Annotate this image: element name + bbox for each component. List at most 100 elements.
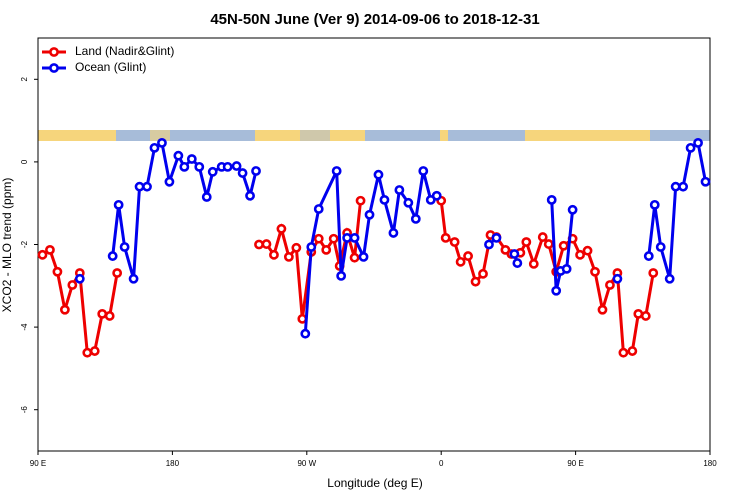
x-tick-label: 180 <box>703 459 717 468</box>
point <box>254 239 264 250</box>
point <box>321 244 332 255</box>
point <box>484 239 494 250</box>
point <box>251 166 261 176</box>
point <box>582 245 593 256</box>
point <box>313 204 324 214</box>
point <box>291 242 302 253</box>
point <box>575 249 585 260</box>
point <box>648 268 659 278</box>
point <box>649 199 660 210</box>
point <box>306 242 317 252</box>
point <box>134 181 145 192</box>
point <box>403 197 414 208</box>
point <box>670 181 681 192</box>
point <box>269 249 279 260</box>
point <box>97 308 108 319</box>
point <box>693 138 703 148</box>
point <box>349 252 360 263</box>
y-tick-label: -2 <box>20 240 29 248</box>
point <box>612 273 623 284</box>
point <box>678 181 689 192</box>
point <box>700 176 711 187</box>
point <box>89 346 100 356</box>
point <box>128 273 139 284</box>
point <box>410 213 421 224</box>
point <box>222 161 233 172</box>
point <box>194 161 205 172</box>
legend-marker <box>49 63 59 73</box>
point <box>431 190 442 201</box>
land-ocean-strip <box>38 130 710 141</box>
point <box>342 232 353 243</box>
point <box>567 204 578 215</box>
point <box>331 166 342 176</box>
point <box>276 223 287 234</box>
point <box>186 154 197 164</box>
y-tick-label: 2 <box>20 77 29 82</box>
point <box>201 192 212 202</box>
point <box>455 256 466 267</box>
point <box>512 258 523 268</box>
point <box>74 273 85 284</box>
point <box>67 280 78 290</box>
point <box>664 273 675 284</box>
point <box>394 185 405 195</box>
point <box>528 259 539 269</box>
point <box>173 150 184 161</box>
point <box>685 142 696 153</box>
legend-label: Ocean (Glint) <box>75 60 146 74</box>
point <box>618 347 629 358</box>
point <box>261 239 272 249</box>
point <box>640 311 651 321</box>
point <box>149 142 160 153</box>
point <box>558 240 569 251</box>
point <box>207 166 218 177</box>
point <box>463 251 473 261</box>
point <box>537 232 548 242</box>
point <box>164 176 175 187</box>
point <box>119 242 130 252</box>
point <box>478 268 488 279</box>
line <box>647 140 707 280</box>
point <box>245 190 255 201</box>
point <box>440 232 451 243</box>
point <box>113 199 124 210</box>
point <box>283 251 294 262</box>
y-tick-label: 0 <box>20 159 29 164</box>
point <box>349 232 360 243</box>
point <box>388 228 399 238</box>
point <box>643 251 654 261</box>
point <box>521 237 532 247</box>
line <box>41 247 119 355</box>
point <box>157 138 167 148</box>
point <box>104 311 115 321</box>
point <box>45 244 55 255</box>
point <box>142 181 152 192</box>
point <box>37 249 48 260</box>
point <box>551 285 562 296</box>
point <box>328 233 339 244</box>
x-tick-label: 90 W <box>297 459 316 468</box>
chart-title: 45N-50N June (Ver 9) 2014-09-06 to 2018-… <box>210 11 539 28</box>
legend-label: Land (Nadir&Glint) <box>75 44 174 58</box>
y-tick-label: -4 <box>20 323 29 331</box>
point <box>336 270 347 281</box>
point <box>237 168 248 178</box>
point <box>633 308 644 319</box>
y-axis-label: XCO2 - MLO trend (ppm) <box>0 178 14 313</box>
point <box>491 232 502 243</box>
point <box>509 249 520 259</box>
point <box>107 251 118 261</box>
x-tick-label: 90 E <box>567 459 583 468</box>
y-tick-label: -6 <box>20 406 29 414</box>
x-tick-label: 180 <box>166 459 180 468</box>
point <box>590 266 600 277</box>
point <box>543 239 554 249</box>
point <box>627 346 638 356</box>
legend-marker <box>49 47 59 57</box>
point <box>112 268 123 278</box>
point <box>561 263 572 274</box>
point <box>418 166 429 176</box>
x-axis-label: Longitude (deg E) <box>327 476 422 490</box>
